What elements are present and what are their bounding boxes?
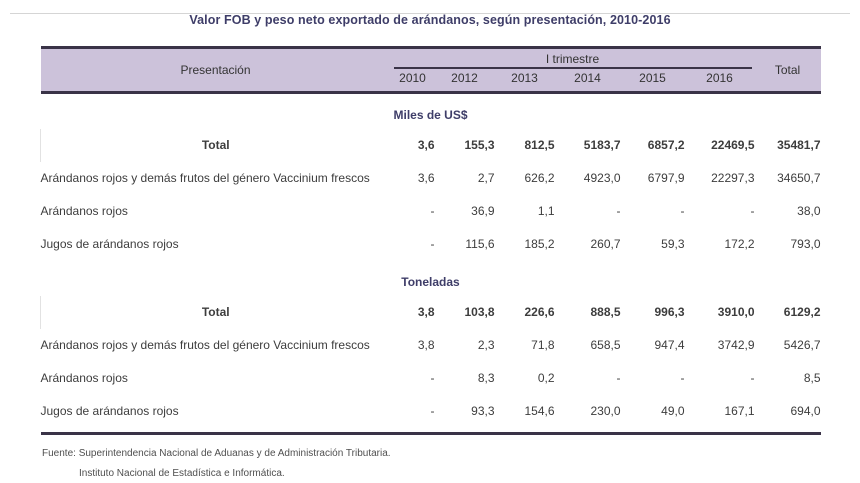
section-header-row: Miles de US$ xyxy=(41,93,821,130)
cell-value: - xyxy=(616,204,621,218)
cell-value: 947,4 xyxy=(654,338,685,352)
cell-value: - xyxy=(430,237,435,251)
cell-value: 8,5 xyxy=(803,371,821,385)
row-label: Jugos de arándanos rojos xyxy=(40,237,179,251)
row-label: Total xyxy=(40,296,391,329)
year-header-2016: 2016 xyxy=(684,69,755,93)
cell-value: 260,7 xyxy=(590,237,621,251)
cell-value: 71,8 xyxy=(531,338,555,352)
cell-value: 103,8 xyxy=(464,305,495,319)
table-header: Presentación I trimestre Total 2010 2012… xyxy=(40,47,821,93)
cell-value: 4923,0 xyxy=(583,171,621,185)
cell-value: - xyxy=(616,371,621,385)
row-label: Arándanos rojos xyxy=(40,204,128,218)
cell-value: 3742,9 xyxy=(717,338,755,352)
table-row: Total 3,6 155,3 812,5 5183,7 6857,2 22469,5 354… xyxy=(40,129,821,162)
cell-value: 3,8 xyxy=(417,338,435,352)
cell-value: 5426,7 xyxy=(783,338,821,352)
cell-value: 115,6 xyxy=(465,237,495,251)
cell-value: 812,5 xyxy=(524,138,555,152)
cell-value: - xyxy=(430,371,435,385)
table-row: Jugos de arándanos rojos - 93,3 154,6 230,0 4… xyxy=(41,395,821,434)
table-row: Arándanos rojos - 8,3 0,2 - - - 8,5 xyxy=(41,362,821,395)
row-label: Total xyxy=(40,129,391,162)
year-header-2014: 2014 xyxy=(554,69,621,93)
cell-value: 172,2 xyxy=(724,237,755,251)
cell-value: 626,2 xyxy=(524,171,555,185)
cell-value: 22297,3 xyxy=(711,171,755,185)
cell-value: 38,0 xyxy=(797,204,821,218)
table-row: Total 3,8 103,8 226,6 888,5 996,3 3910,0 6129,2 xyxy=(40,296,821,329)
year-header-2013: 2013 xyxy=(494,69,555,93)
cell-value: - xyxy=(680,371,685,385)
cell-value: 3,8 xyxy=(417,305,435,319)
cell-value: 694,0 xyxy=(790,404,821,418)
cell-value: 154,6 xyxy=(524,404,555,418)
cell-value: 888,5 xyxy=(590,305,621,319)
cell-value: 1,1 xyxy=(537,204,555,218)
year-header-2010: 2010 xyxy=(390,69,435,93)
cell-value: 155,3 xyxy=(464,138,495,152)
cell-value: 34650,7 xyxy=(777,171,821,185)
column-group-trimestre-label: I trimestre xyxy=(393,49,752,69)
cell-value: 36,9 xyxy=(471,204,495,218)
report-page: Valor FOB y peso neto exportado de aránd… xyxy=(0,13,860,483)
cell-value: 658,5 xyxy=(590,338,621,352)
cell-value: 2,7 xyxy=(477,171,495,185)
table-title: Valor FOB y peso neto exportado de aránd… xyxy=(189,13,671,27)
column-group-trimestre: I trimestre xyxy=(390,47,755,69)
row-label: Jugos de arándanos rojos xyxy=(40,404,179,418)
cell-value: 93,3 xyxy=(471,404,495,418)
year-header-row: 2010 2012 2013 2014 2015 2016 xyxy=(41,69,821,93)
source-line-2: Instituto Nacional de Estadística e Info… xyxy=(79,468,285,479)
cell-value: 22469,5 xyxy=(711,138,755,152)
cell-value: 49,0 xyxy=(661,404,685,418)
cell-value: 3,6 xyxy=(417,171,435,185)
cell-value: 0,2 xyxy=(537,371,555,385)
table-row: Arándanos rojos y demás frutos del géner… xyxy=(41,329,821,362)
cell-value: 5183,7 xyxy=(583,138,621,152)
column-header-presentacion: Presentación xyxy=(40,47,391,93)
table-body: Miles de US$ Total 3,6 155,3 812,5 5183,7 6857… xyxy=(40,93,821,434)
year-header-2012: 2012 xyxy=(434,69,495,93)
cell-value: 6797,9 xyxy=(647,171,685,185)
cell-value: 167,1 xyxy=(724,404,755,418)
cell-value: 793,0 xyxy=(790,237,821,251)
cell-value: 6129,2 xyxy=(783,305,821,319)
table-row: Arándanos rojos - 36,9 1,1 - - - 38,0 xyxy=(41,195,821,228)
cell-value: 226,6 xyxy=(524,305,555,319)
section-title: Toneladas xyxy=(401,275,460,289)
cell-value: 3,6 xyxy=(417,138,435,152)
cell-value: - xyxy=(430,404,435,418)
cell-value: 230,0 xyxy=(590,404,621,418)
year-header-2015: 2015 xyxy=(620,69,685,93)
cell-value: - xyxy=(750,204,755,218)
row-label: Arándanos rojos xyxy=(40,371,128,385)
section-header-row: Toneladas xyxy=(41,261,821,296)
cell-value: 996,3 xyxy=(654,305,685,319)
cell-value: - xyxy=(750,371,755,385)
cell-value: 35481,7 xyxy=(777,138,821,152)
cell-value: 8,3 xyxy=(477,371,495,385)
top-divider xyxy=(10,13,850,14)
cell-value: 3910,0 xyxy=(717,305,755,319)
cell-value: - xyxy=(430,204,435,218)
cell-value: 185,2 xyxy=(524,237,555,251)
cell-value: 6857,2 xyxy=(647,138,685,152)
row-label: Arándanos rojos y demás frutos del géner… xyxy=(40,171,370,185)
group-header-row: Presentación I trimestre Total xyxy=(40,47,821,93)
table-row: Jugos de arándanos rojos - 115,6 185,2 260,7… xyxy=(41,228,821,261)
export-table: Presentación I trimestre Total 2010 2012… xyxy=(40,46,821,435)
row-label: Arándanos rojos y demás frutos del géner… xyxy=(40,338,370,352)
cell-value: - xyxy=(680,204,685,218)
section-title: Miles de US$ xyxy=(393,108,468,122)
table-row: Arándanos rojos y demás frutos del géner… xyxy=(41,162,821,195)
source-note: Fuente: Superintendencia Nacional de Adu… xyxy=(42,444,860,483)
cell-value: 2,3 xyxy=(477,338,495,352)
cell-value: 59,3 xyxy=(661,237,685,251)
column-header-total: Total xyxy=(754,47,821,93)
source-line-1: Fuente: Superintendencia Nacional de Adu… xyxy=(42,448,391,459)
